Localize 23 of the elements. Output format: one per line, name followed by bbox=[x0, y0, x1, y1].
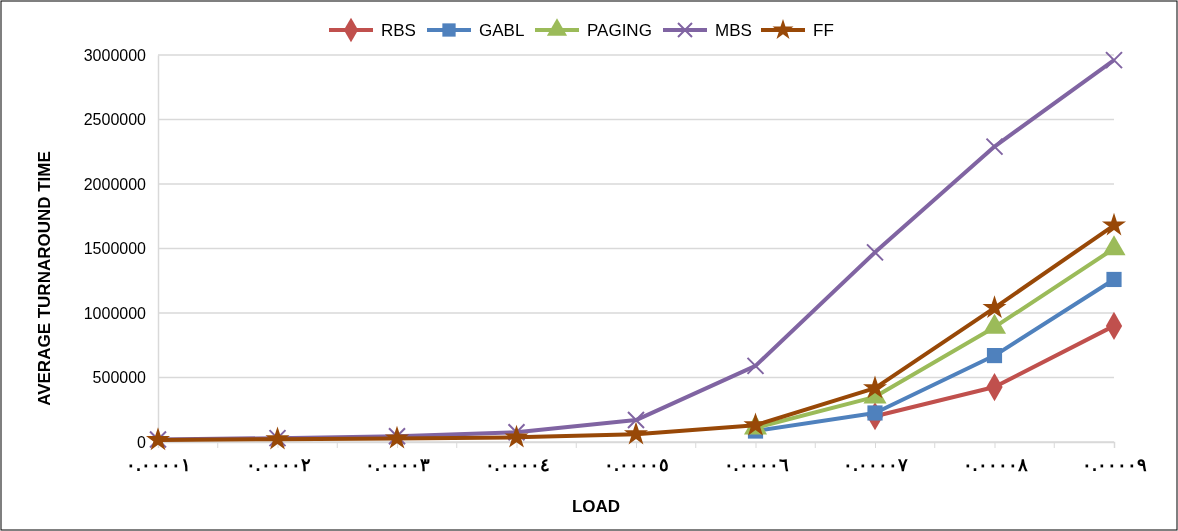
x-axis-title: LOAD bbox=[571, 497, 621, 516]
y-tick-label: 1500000 bbox=[83, 240, 147, 258]
legend-label: MBS bbox=[715, 21, 752, 40]
x-tick-label: ٠.٠٠٠٠٦ bbox=[723, 454, 789, 475]
legend-label: GABL bbox=[479, 21, 525, 40]
x-tick-label: ٠.٠٠٠٠٥ bbox=[603, 454, 670, 475]
x-tick-label: ٠.٠٠٠٠٢ bbox=[245, 454, 311, 475]
y-axis-title: AVERAGE TURNAROUND TIME bbox=[35, 151, 54, 406]
y-tick-label: 500000 bbox=[92, 369, 147, 387]
legend-label: FF bbox=[813, 21, 834, 40]
x-tick-label: ٠.٠٠٠٠٤ bbox=[484, 454, 550, 475]
y-tick-label: 0 bbox=[137, 433, 147, 451]
x-tick-label: ٠.٠٠٠٠٣ bbox=[364, 454, 431, 475]
x-tick-label: ٠.٠٠٠٠٨ bbox=[962, 454, 1028, 475]
legend-label: PAGING bbox=[587, 21, 652, 40]
y-tick-label: 3000000 bbox=[83, 46, 147, 64]
x-tick-label: ٠.٠٠٠٠١ bbox=[125, 454, 192, 475]
y-tick-label: 2000000 bbox=[83, 175, 147, 193]
legend-label: RBS bbox=[381, 21, 416, 40]
x-tick-label: ٠.٠٠٠٠٧ bbox=[842, 454, 909, 475]
x-tick-label: ٠.٠٠٠٠٩ bbox=[1081, 454, 1148, 475]
y-tick-label: 1000000 bbox=[83, 304, 147, 322]
y-tick-label: 2500000 bbox=[83, 111, 147, 129]
